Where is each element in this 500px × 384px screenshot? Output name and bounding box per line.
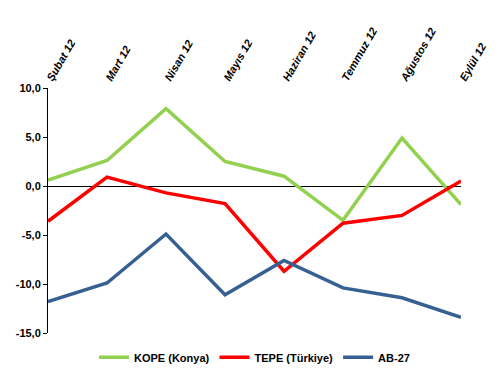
svg-text:AB-27: AB-27 [378, 352, 410, 364]
svg-text:Eylül 12: Eylül 12 [457, 41, 488, 83]
svg-text:-15,0: -15,0 [16, 327, 41, 339]
svg-text:TEPE (Türkiye): TEPE (Türkiye) [255, 352, 334, 364]
svg-text:5,0: 5,0 [26, 131, 41, 143]
svg-text:KOPE (Konya): KOPE (Konya) [134, 352, 210, 364]
svg-text:-5,0: -5,0 [22, 229, 41, 241]
svg-text:Mayıs 12: Mayıs 12 [221, 37, 254, 83]
svg-text:0,0: 0,0 [26, 180, 41, 192]
svg-text:Temmuz 12: Temmuz 12 [339, 26, 379, 84]
svg-text:Mart 12: Mart 12 [103, 44, 133, 83]
svg-text:-10,0: -10,0 [16, 278, 41, 290]
svg-text:10,0: 10,0 [19, 82, 40, 94]
svg-text:Şubat 12: Şubat 12 [44, 37, 77, 83]
svg-text:Nisan 12: Nisan 12 [162, 38, 195, 83]
svg-text:Ağustos 12: Ağustos 12 [398, 26, 439, 84]
svg-text:Haziran 12: Haziran 12 [280, 29, 318, 83]
